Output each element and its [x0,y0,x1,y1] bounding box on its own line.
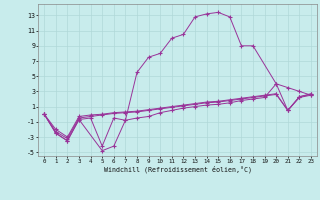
X-axis label: Windchill (Refroidissement éolien,°C): Windchill (Refroidissement éolien,°C) [104,166,252,173]
